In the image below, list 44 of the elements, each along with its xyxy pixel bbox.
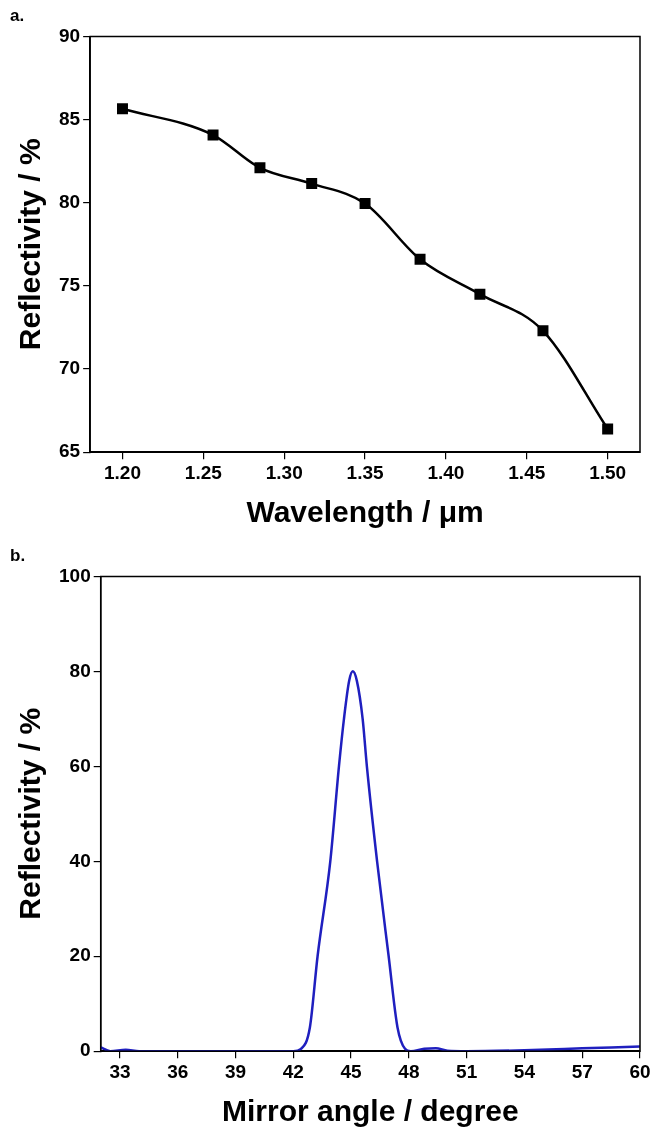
x-tick-label: 1.25	[184, 461, 223, 483]
y-tick-label: 70	[58, 357, 81, 379]
chart-title: a.	[10, 5, 25, 25]
x-tick-label: 42	[282, 1060, 304, 1082]
x-tick-label: 1.40	[427, 461, 465, 483]
y-tick-label: 20	[69, 944, 91, 966]
point	[254, 162, 266, 174]
point	[207, 129, 219, 141]
x-tick-label: 33	[109, 1060, 131, 1082]
y-tick-label: 85	[58, 107, 81, 129]
x-tick-label: 57	[571, 1060, 593, 1082]
y-tick-label: 40	[69, 849, 91, 871]
x-tick-label: 1.20	[103, 461, 141, 483]
point	[537, 325, 549, 337]
x-tick-label: 1.50	[589, 461, 627, 483]
y-axis-title: Reflectivity / %	[13, 138, 47, 351]
point	[359, 198, 371, 210]
x-tick-label: 39	[224, 1060, 247, 1082]
y-tick-label: 80	[69, 659, 91, 681]
x-tick-label: 45	[340, 1060, 363, 1082]
x-tick-label: 1.45	[508, 461, 546, 483]
y-tick-label: 75	[58, 274, 81, 296]
y-tick-label: 90	[58, 24, 81, 46]
x-tick-label: 1.30	[265, 461, 303, 483]
x-tick-label: 60	[629, 1060, 651, 1082]
y-axis-title: Reflectivity / %	[13, 707, 47, 920]
x-axis-title: Mirror angle / degree	[221, 1094, 519, 1128]
x-tick-label: 36	[167, 1060, 189, 1082]
point	[474, 288, 486, 300]
point	[306, 178, 318, 190]
point	[116, 103, 128, 115]
x-tick-label: 54	[513, 1060, 536, 1082]
x-tick-label: 48	[398, 1060, 420, 1082]
y-tick-label: 65	[58, 440, 81, 462]
y-tick-label: 0	[80, 1039, 91, 1061]
x-tick-label: 51	[456, 1060, 478, 1082]
x-axis-title: Wavelength / μm	[246, 495, 484, 529]
point	[414, 253, 426, 265]
x-tick-label: 1.35	[346, 461, 384, 483]
point	[602, 423, 614, 435]
y-tick-label: 100	[59, 564, 91, 586]
y-tick-label: 60	[69, 754, 91, 776]
chart-title: b.	[10, 545, 26, 565]
y-tick-label: 80	[58, 190, 81, 212]
